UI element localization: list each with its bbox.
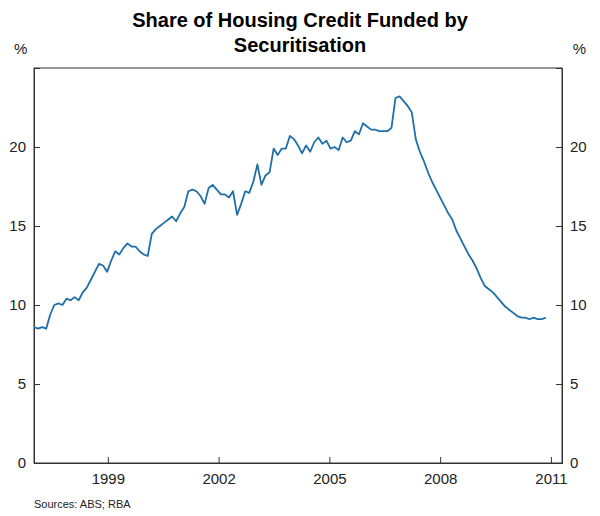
tick-mark <box>556 226 562 227</box>
axis-line <box>35 457 563 464</box>
tick: 10 <box>556 296 587 313</box>
tick-label: 2005 <box>313 470 346 487</box>
axis: 0 5 10 15 20 <box>9 69 40 472</box>
chart-container: Share of Housing Credit Funded by Securit… <box>0 0 600 516</box>
axis: 1999 2002 2005 2008 2011 <box>35 457 568 487</box>
tick: 5 <box>18 375 40 392</box>
tick: 2005 <box>313 457 346 487</box>
tick-label: 1999 <box>92 470 125 487</box>
plot-frame <box>34 68 562 463</box>
tick-mark <box>556 384 562 385</box>
tick-mark <box>556 305 562 306</box>
chart-title: Share of Housing Credit Funded by Securit… <box>132 9 468 56</box>
data-line <box>34 96 546 328</box>
title-line: Securitisation <box>234 34 366 56</box>
tick: 2008 <box>424 457 457 487</box>
tick: 2002 <box>202 457 235 487</box>
tick: 0 <box>556 454 578 471</box>
title-line: Share of Housing Credit Funded by <box>132 9 468 31</box>
axis-unit: % <box>573 40 586 57</box>
tick-mark <box>440 457 441 463</box>
tick-mark <box>34 305 40 306</box>
tick-mark <box>329 457 330 463</box>
tick-label: 2008 <box>424 470 457 487</box>
tick-label: 15 <box>9 217 26 234</box>
plot-area <box>34 96 546 328</box>
tick-mark <box>108 457 109 463</box>
source-note: Sources: ABS; RBA <box>34 498 131 510</box>
tick: 1999 <box>92 457 125 487</box>
tick-label: 5 <box>570 375 578 392</box>
tick-mark <box>219 457 220 463</box>
tick-mark <box>556 147 562 148</box>
tick-mark <box>34 384 40 385</box>
tick-label: 2002 <box>202 470 235 487</box>
tick-mark <box>551 457 552 463</box>
tick-label: 0 <box>570 454 578 471</box>
axis-line <box>556 69 563 464</box>
tick: 20 <box>556 138 587 155</box>
tick-mark <box>34 463 40 464</box>
axis: 0 5 10 15 20 <box>556 69 587 472</box>
tick: 15 <box>556 217 587 234</box>
tick-label: 2011 <box>535 470 567 487</box>
tick-label: 0 <box>18 454 26 471</box>
tick-label: 10 <box>9 296 26 313</box>
tick: 15 <box>9 217 40 234</box>
tick-mark <box>556 463 562 464</box>
tick: 0 <box>18 454 40 471</box>
axis-unit: % <box>14 40 27 57</box>
tick-label: 5 <box>18 375 26 392</box>
chart-svg: Share of Housing Credit Funded by Securit… <box>0 0 600 516</box>
tick: 5 <box>556 375 578 392</box>
tick-label: 10 <box>570 296 587 313</box>
tick: 10 <box>9 296 40 313</box>
axis-line <box>35 69 41 464</box>
tick: 20 <box>9 138 40 155</box>
tick-label: 20 <box>570 138 587 155</box>
tick-label: 20 <box>9 138 26 155</box>
tick-mark <box>34 226 40 227</box>
tick-label: 15 <box>570 217 587 234</box>
tick-mark <box>34 147 40 148</box>
